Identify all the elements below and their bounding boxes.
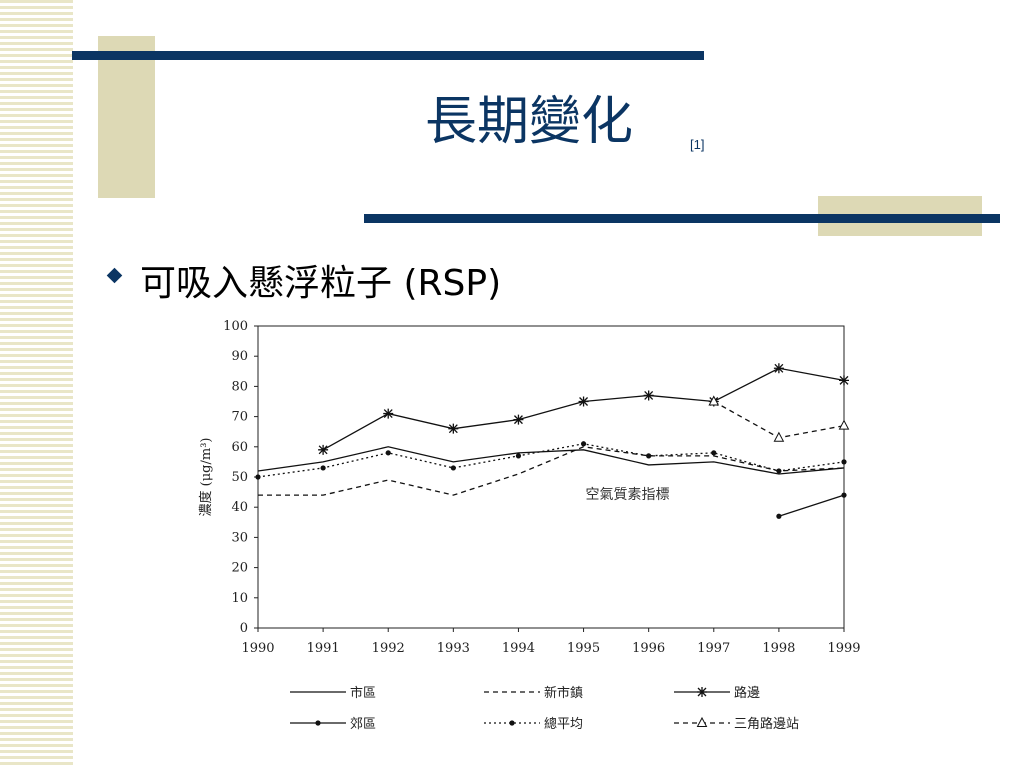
decorative-top-bar xyxy=(72,51,704,60)
legend-marker-dot xyxy=(509,720,515,726)
y-tick-label: 80 xyxy=(231,379,248,394)
series-line-4 xyxy=(778,494,845,517)
data-point-dot xyxy=(385,450,391,456)
y-tick-label: 30 xyxy=(231,530,248,545)
legend-marker-star xyxy=(697,687,707,697)
legend-label: 三角路邊站 xyxy=(734,716,799,732)
x-tick-label: 1994 xyxy=(502,641,535,656)
data-point-dot xyxy=(776,468,782,474)
legend-label: 總平均 xyxy=(544,716,583,732)
title-reference: [1] xyxy=(690,137,705,152)
legend-marker-dot xyxy=(315,720,321,726)
series-line-1 xyxy=(257,446,845,475)
series-line-5 xyxy=(257,443,845,478)
data-point-star xyxy=(643,390,654,401)
y-tick-label: 50 xyxy=(231,470,248,485)
legend-label: 郊區 xyxy=(350,716,376,732)
y-tick-label: 90 xyxy=(231,349,248,364)
x-tick-label: 1993 xyxy=(437,641,470,656)
series-line-3 xyxy=(322,367,845,451)
data-point-dot xyxy=(841,459,847,465)
data-point-dot xyxy=(255,474,261,480)
data-point-star xyxy=(578,396,589,407)
y-tick-label: 0 xyxy=(240,621,248,636)
x-tick-label: 1999 xyxy=(827,641,860,656)
data-point-star xyxy=(318,444,329,455)
decorative-gold-block-left xyxy=(98,36,155,198)
data-point-star xyxy=(839,375,849,386)
y-tick-label: 100 xyxy=(223,319,248,334)
data-point-dot xyxy=(580,441,587,447)
data-point-dot xyxy=(711,450,717,456)
data-point-star xyxy=(773,363,784,374)
legend-label: 路邊 xyxy=(734,685,760,701)
data-point-triangle xyxy=(773,431,785,442)
y-axis-label: 濃度 (μg/m³) xyxy=(198,438,214,517)
decorative-middle-bar xyxy=(364,214,1000,223)
chart-annotation: 空氣質素指標 xyxy=(586,487,670,503)
data-point-dot xyxy=(450,465,456,471)
data-point-dot xyxy=(646,453,652,459)
legend-marker-triangle xyxy=(696,716,708,727)
data-point-dot xyxy=(841,492,847,498)
decorative-stripes xyxy=(0,0,73,768)
bullet-text: 可吸入懸浮粒子 (RSP) xyxy=(140,263,502,304)
y-tick-label: 40 xyxy=(231,500,248,515)
y-tick-label: 10 xyxy=(231,591,248,606)
data-point-dot xyxy=(320,465,326,471)
data-point-dot xyxy=(776,513,782,519)
slide-title: 長期變化 xyxy=(425,92,634,152)
data-point-dot xyxy=(515,453,522,459)
x-tick-label: 1995 xyxy=(567,641,600,656)
x-tick-label: 1997 xyxy=(697,641,730,656)
series-line-2 xyxy=(258,446,845,496)
legend-label: 新市鎮 xyxy=(544,685,583,701)
data-point-star xyxy=(383,408,394,419)
data-point-triangle xyxy=(838,419,850,430)
x-tick-label: 1992 xyxy=(372,641,405,656)
y-tick-label: 70 xyxy=(231,410,248,425)
plot-frame xyxy=(257,325,845,629)
data-point-star xyxy=(448,423,459,434)
y-tick-label: 20 xyxy=(231,561,248,576)
data-point-star xyxy=(513,414,524,425)
y-tick-label: 60 xyxy=(231,440,248,455)
data-point-triangle xyxy=(708,395,720,406)
x-tick-label: 1990 xyxy=(241,641,274,656)
x-tick-label: 1991 xyxy=(307,641,340,656)
legend-label: 市區 xyxy=(350,685,376,701)
x-tick-label: 1996 xyxy=(632,641,665,656)
x-tick-label: 1998 xyxy=(762,641,795,656)
